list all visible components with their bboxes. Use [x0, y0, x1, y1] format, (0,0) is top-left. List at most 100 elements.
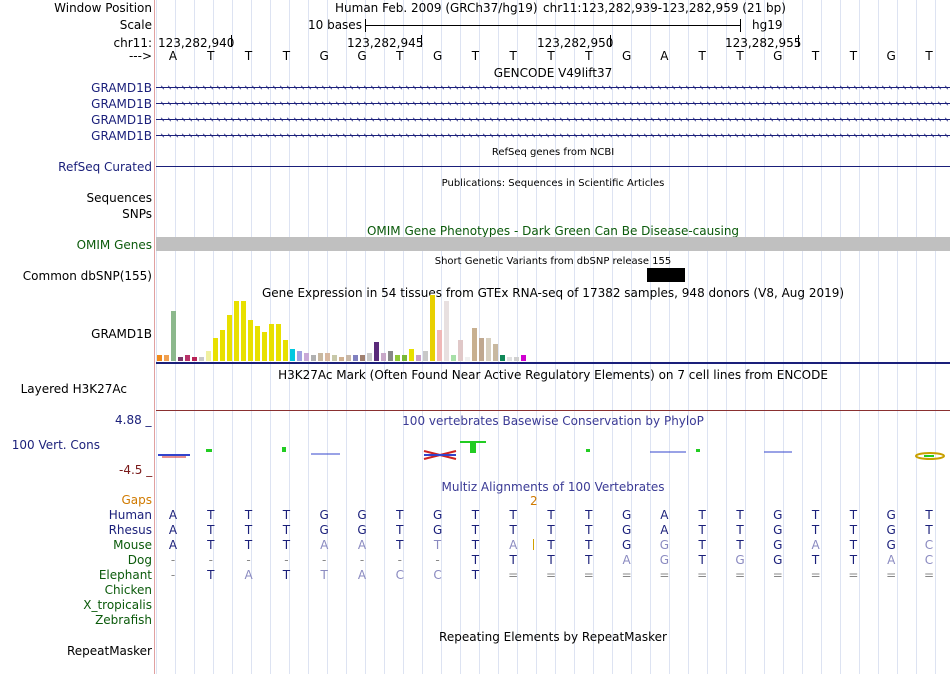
- grid-line: [859, 0, 860, 674]
- gencode-gene-feature-1[interactable]: [156, 83, 950, 93]
- gencode-gene-feature-4[interactable]: [156, 131, 950, 141]
- publications-sequences-label[interactable]: Sequences: [86, 191, 152, 205]
- gtex-bar[interactable]: [514, 357, 519, 361]
- gtex-bar[interactable]: [290, 349, 295, 361]
- gtex-bar[interactable]: [395, 355, 400, 361]
- gtex-bar[interactable]: [430, 295, 435, 361]
- phylop-signal[interactable]: [156, 438, 950, 462]
- gtex-bar[interactable]: [171, 311, 176, 361]
- gtex-bar[interactable]: [493, 344, 498, 361]
- publications-snps-label[interactable]: SNPs: [122, 207, 152, 221]
- gtex-bar[interactable]: [283, 340, 288, 361]
- gtex-bar[interactable]: [227, 315, 232, 361]
- gtex-bar[interactable]: [213, 338, 218, 361]
- dbsnp-variant[interactable]: [647, 268, 685, 282]
- gtex-bar[interactable]: [346, 355, 351, 361]
- gtex-bar[interactable]: [416, 355, 421, 361]
- gtex-bar[interactable]: [234, 301, 239, 361]
- multiz-species-label[interactable]: Human: [108, 508, 152, 522]
- multiz-gaps-label[interactable]: Gaps: [121, 493, 152, 507]
- multiz-base: =: [621, 568, 632, 582]
- gencode-gene-feature-3[interactable]: [156, 115, 950, 125]
- gtex-bar[interactable]: [507, 357, 512, 361]
- multiz-species-label[interactable]: Elephant: [98, 568, 152, 582]
- multiz-species-label[interactable]: Mouse: [113, 538, 152, 552]
- gtex-bar[interactable]: [318, 353, 323, 361]
- gtex-bar[interactable]: [255, 326, 260, 361]
- gtex-bar[interactable]: [409, 349, 414, 361]
- gtex-bar[interactable]: [374, 342, 379, 361]
- gtex-label[interactable]: GRAMD1B: [91, 327, 152, 341]
- gtex-bar[interactable]: [332, 355, 337, 361]
- position-text[interactable]: chr11:123,282,939-123,282,959 (21 bp): [543, 1, 786, 15]
- gtex-bar[interactable]: [220, 330, 225, 361]
- multiz-species-label[interactable]: X_tropicalis: [83, 598, 152, 612]
- gtex-bar[interactable]: [276, 324, 281, 361]
- gtex-bar[interactable]: [458, 340, 463, 361]
- gtex-bar[interactable]: [381, 353, 386, 361]
- gtex-bar[interactable]: [339, 357, 344, 361]
- gtex-bar[interactable]: [444, 301, 449, 361]
- gtex-bar[interactable]: [451, 355, 456, 361]
- gencode-gene-label-1[interactable]: GRAMD1B: [91, 81, 152, 95]
- gtex-bar[interactable]: [423, 351, 428, 361]
- multiz-species-label[interactable]: Rhesus: [108, 523, 152, 537]
- gtex-bar[interactable]: [199, 357, 204, 361]
- gtex-bar[interactable]: [367, 353, 372, 361]
- multiz-species-label[interactable]: Chicken: [104, 583, 152, 597]
- omim-gene-bar[interactable]: [156, 237, 950, 251]
- gtex-bar[interactable]: [206, 351, 211, 361]
- gtex-bar[interactable]: [311, 355, 316, 361]
- gtex-bar[interactable]: [185, 355, 190, 361]
- gencode-gene-label-2[interactable]: GRAMD1B: [91, 97, 152, 111]
- multiz-base: T: [471, 523, 480, 537]
- gtex-bar[interactable]: [486, 338, 491, 361]
- multiz-base: T: [585, 523, 593, 537]
- assembly-name[interactable]: Human Feb. 2009 (GRCh37/hg19): [335, 1, 538, 15]
- gtex-bar[interactable]: [304, 353, 309, 361]
- multiz-base: G: [773, 508, 783, 522]
- multiz-base: T: [925, 523, 933, 537]
- gencode-gene-label-4[interactable]: GRAMD1B: [91, 129, 152, 143]
- multiz-base: T: [509, 553, 517, 567]
- gtex-bar[interactable]: [178, 357, 183, 361]
- gtex-bar[interactable]: [388, 351, 393, 361]
- phylop-label[interactable]: 100 Vert. Cons: [11, 438, 100, 452]
- multiz-base: G: [319, 508, 329, 522]
- multiz-species-label[interactable]: Dog: [127, 553, 152, 567]
- refseq-label[interactable]: RefSeq Curated: [58, 160, 152, 174]
- multiz-base: C: [395, 568, 404, 582]
- gtex-bar[interactable]: [157, 355, 162, 361]
- repeatmasker-label[interactable]: RepeatMasker: [66, 644, 152, 658]
- gtex-bar[interactable]: [402, 355, 407, 361]
- gtex-bar[interactable]: [164, 355, 169, 361]
- gencode-gene-feature-2[interactable]: [156, 99, 950, 109]
- sequence-base: A: [168, 49, 178, 63]
- gtex-bar[interactable]: [472, 328, 477, 361]
- gtex-bar[interactable]: [241, 301, 246, 361]
- sequence-base: T: [585, 49, 593, 63]
- omim-label[interactable]: OMIM Genes: [76, 238, 152, 252]
- gtex-bar[interactable]: [360, 355, 365, 361]
- gtex-bar[interactable]: [353, 355, 358, 361]
- gtex-bar[interactable]: [192, 357, 197, 361]
- gencode-gene-label-3[interactable]: GRAMD1B: [91, 113, 152, 127]
- gtex-bar[interactable]: [479, 338, 484, 361]
- gtex-bar[interactable]: [437, 330, 442, 361]
- refseq-gene-line[interactable]: [156, 166, 950, 167]
- h3k27ac-label[interactable]: Layered H3K27Ac: [20, 382, 127, 396]
- grid-line: [650, 0, 651, 674]
- gtex-bar[interactable]: [297, 351, 302, 361]
- multiz-species-label[interactable]: Zebrafish: [95, 613, 152, 627]
- gtex-bar[interactable]: [248, 320, 253, 361]
- multiz-gap-mark: [533, 539, 534, 550]
- gtex-bar[interactable]: [269, 324, 274, 361]
- gtex-bar[interactable]: [465, 357, 470, 361]
- multiz-base: T: [396, 508, 404, 522]
- gtex-bar[interactable]: [500, 355, 505, 361]
- gtex-bar[interactable]: [521, 355, 526, 361]
- dbsnp-label[interactable]: Common dbSNP(155): [22, 269, 152, 283]
- gtex-bar[interactable]: [325, 353, 330, 361]
- gtex-bar-chart[interactable]: [156, 295, 536, 361]
- gtex-bar[interactable]: [262, 332, 267, 361]
